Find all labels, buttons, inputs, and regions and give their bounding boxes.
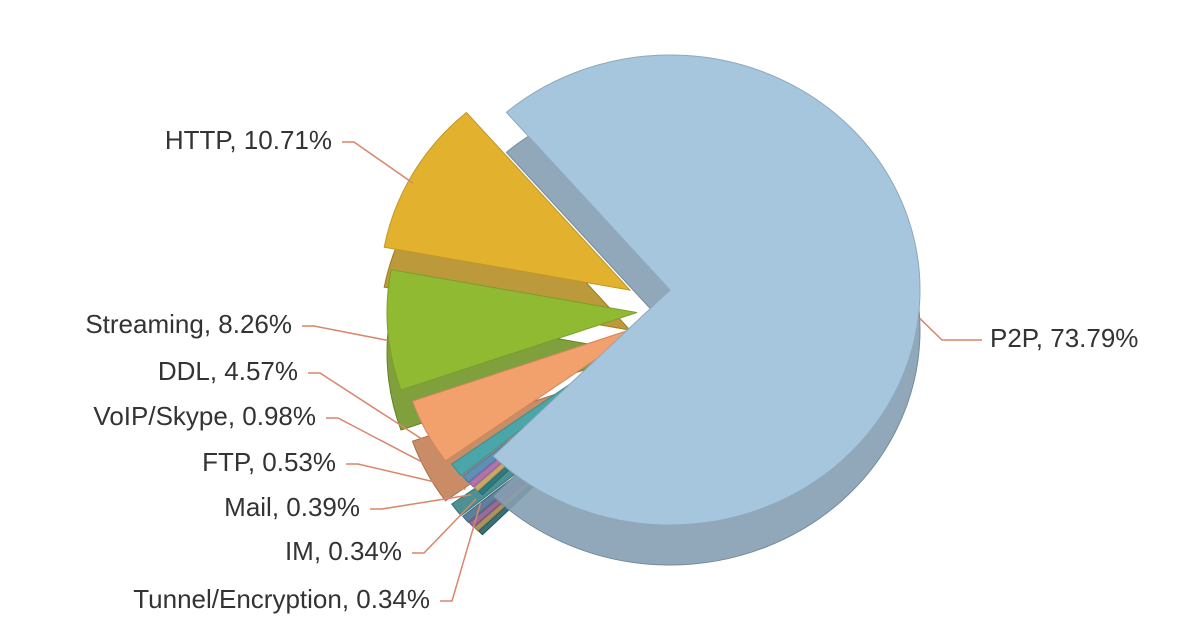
data-label: IM, 0.34% [285,536,402,566]
leader-line [440,502,482,602]
data-label: VoIP/Skype, 0.98% [93,401,316,431]
slice [383,111,632,291]
leader-line [412,498,477,554]
data-label: HTTP, 10.71% [165,125,332,155]
data-label: Tunnel/Encryption, 0.34% [133,584,430,614]
slice [492,54,921,526]
data-label: DDL, 4.57% [158,356,298,386]
data-label: FTP, 0.53% [202,447,336,477]
leader-line [370,494,472,510]
slice [411,323,649,462]
data-label: Mail, 0.39% [224,492,360,522]
leader-line [919,317,982,341]
leader-line [308,372,428,443]
leader-line [326,417,457,481]
leader-line [346,463,466,491]
slice [386,269,638,391]
data-label: P2P, 73.79% [990,323,1138,353]
leader-line [302,325,388,342]
data-label: Streaming, 8.26% [85,309,292,339]
leader-line [342,141,414,184]
